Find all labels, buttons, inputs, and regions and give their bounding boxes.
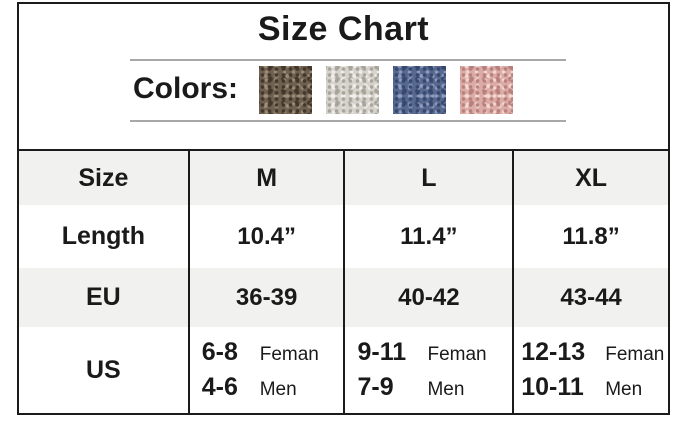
us-female-label: Feman xyxy=(259,344,319,365)
header-cell-size: Size xyxy=(19,151,188,205)
us-men-line: 10-11 Men xyxy=(521,373,642,402)
us-men-num: 7-9 xyxy=(357,373,394,401)
us-female-line: 12-13 Feman xyxy=(521,338,664,367)
size-chart-frame: Size Chart Colors: Size M L XL Length 10… xyxy=(17,2,670,415)
us-l-cell: 9-11 Feman 7-9 Men xyxy=(343,327,512,413)
header-cell-m: M xyxy=(187,151,344,205)
us-female-num: 9-11 xyxy=(357,338,407,366)
us-m-cell: 6-8 Feman 4-6 Men xyxy=(187,327,344,413)
us-female-label: Feman xyxy=(605,344,665,365)
us-men-label: Men xyxy=(259,379,297,400)
us-female-num: 12-13 xyxy=(521,338,586,366)
size-table: Size M L XL Length 10.4” 11.4” 11.8” EU … xyxy=(19,149,668,413)
page-title: Size Chart xyxy=(257,10,430,48)
divider-line-top xyxy=(130,59,566,61)
us-female-line: 6-8 Feman xyxy=(202,338,319,367)
length-label-cell: Length xyxy=(61,222,146,250)
us-men-num: 10-11 xyxy=(521,373,584,401)
eu-m-cell: 36-39 xyxy=(187,268,344,327)
swatch-blue xyxy=(393,66,446,114)
eu-label-cell: EU xyxy=(19,268,188,327)
us-female-label: Feman xyxy=(427,344,487,365)
color-swatch-row xyxy=(259,66,513,114)
us-label-cell: US xyxy=(86,355,121,384)
swatch-ivory-gray xyxy=(326,66,379,114)
us-men-label: Men xyxy=(427,379,465,400)
us-female-num: 6-8 xyxy=(201,338,238,366)
colors-label: Colors: xyxy=(133,72,238,105)
header-cell-l: L xyxy=(343,151,513,205)
length-m-cell: 10.4” xyxy=(187,205,344,268)
us-men-line: 7-9 Men xyxy=(357,373,464,402)
header-cell-xl: XL xyxy=(512,151,668,205)
us-men-line: 4-6 Men xyxy=(202,373,297,402)
swatch-brown xyxy=(259,66,312,114)
eu-xl-cell: 43-44 xyxy=(512,268,668,327)
us-xl-cell: 12-13 Feman 10-11 Men xyxy=(512,327,668,413)
eu-l-cell: 40-42 xyxy=(343,268,513,327)
divider-line-bottom xyxy=(130,120,566,122)
us-female-line: 9-11 Feman xyxy=(357,338,486,367)
length-l-cell: 11.4” xyxy=(343,205,512,268)
swatch-pink xyxy=(460,66,513,114)
us-men-label: Men xyxy=(605,379,643,400)
us-men-num: 4-6 xyxy=(201,373,238,401)
length-xl-cell: 11.8” xyxy=(512,205,668,268)
